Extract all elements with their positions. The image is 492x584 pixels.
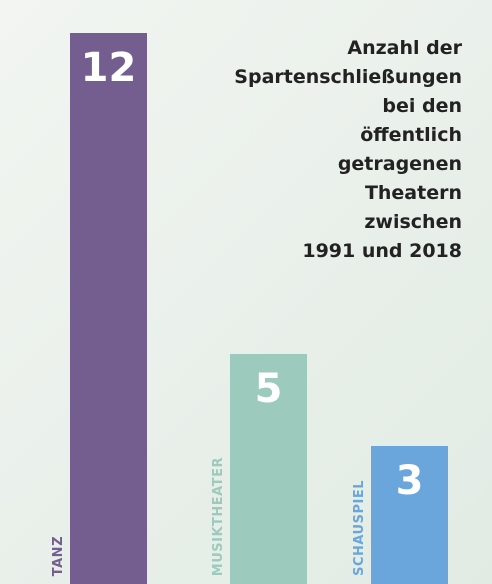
value-label: 3 <box>395 458 424 505</box>
x-tick-label: SCHAUSPIEL <box>352 480 367 576</box>
chart-title: Anzahl der Spartenschließungen bei den ö… <box>234 37 462 262</box>
x-tick-label: TANZ <box>51 535 66 576</box>
bar <box>371 446 448 584</box>
bar <box>230 354 307 584</box>
x-tick-label: MUSIKTHEATER <box>211 456 226 576</box>
value-label: 5 <box>254 366 283 413</box>
value-label: 12 <box>80 45 137 91</box>
bar <box>70 33 147 584</box>
